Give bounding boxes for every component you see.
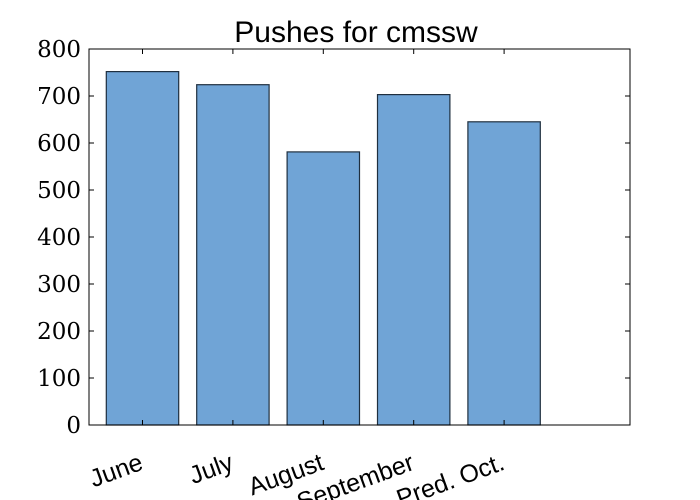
y-tick-label: 500 — [37, 178, 81, 204]
y-tick-label: 200 — [37, 319, 81, 345]
y-tick-label: 100 — [37, 366, 81, 392]
y-tick-label: 700 — [37, 84, 81, 110]
chart-title: Pushes for cmssw — [234, 16, 478, 49]
bars-layer — [105, 70, 541, 426]
bar-september — [376, 93, 451, 426]
x-tick-label: June — [86, 448, 147, 493]
y-tick-label: 0 — [66, 413, 81, 439]
y-tick-label: 800 — [37, 37, 81, 63]
bar-june — [105, 70, 180, 426]
x-tick-label: July — [186, 448, 238, 490]
y-tick-label: 400 — [37, 225, 81, 251]
y-tick-label: 300 — [37, 272, 81, 298]
y-tick-label: 600 — [37, 131, 81, 157]
bar-august — [286, 151, 361, 426]
bar-pred-oct — [467, 121, 541, 426]
bar-july — [196, 84, 270, 426]
plot-frame — [88, 48, 631, 426]
